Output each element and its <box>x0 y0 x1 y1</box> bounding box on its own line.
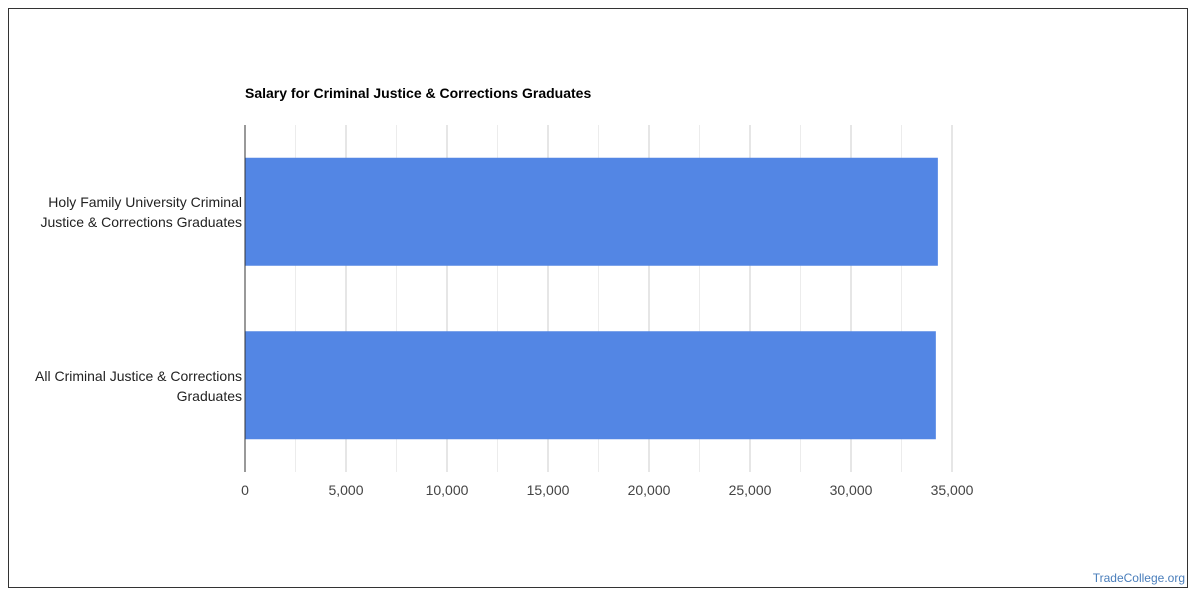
watermark-link[interactable]: TradeCollege.org <box>1092 571 1185 585</box>
bar-1 <box>245 331 936 440</box>
x-tick-label: 15,000 <box>527 482 570 498</box>
bar-0 <box>245 157 938 266</box>
chart-title: Salary for Criminal Justice & Correction… <box>245 85 592 101</box>
x-tick-label: 25,000 <box>729 482 772 498</box>
x-tick-label: 35,000 <box>931 482 974 498</box>
category-label-all-graduates: All Criminal Justice & Corrections Gradu… <box>35 368 242 404</box>
x-tick-label: 5,000 <box>328 482 363 498</box>
x-tick-label: 10,000 <box>426 482 469 498</box>
x-tick-label: 0 <box>241 482 249 498</box>
x-tick-label: 30,000 <box>830 482 873 498</box>
x-tick-label: 20,000 <box>628 482 671 498</box>
category-label-holy-family: Holy Family University Criminal Justice … <box>40 194 242 230</box>
